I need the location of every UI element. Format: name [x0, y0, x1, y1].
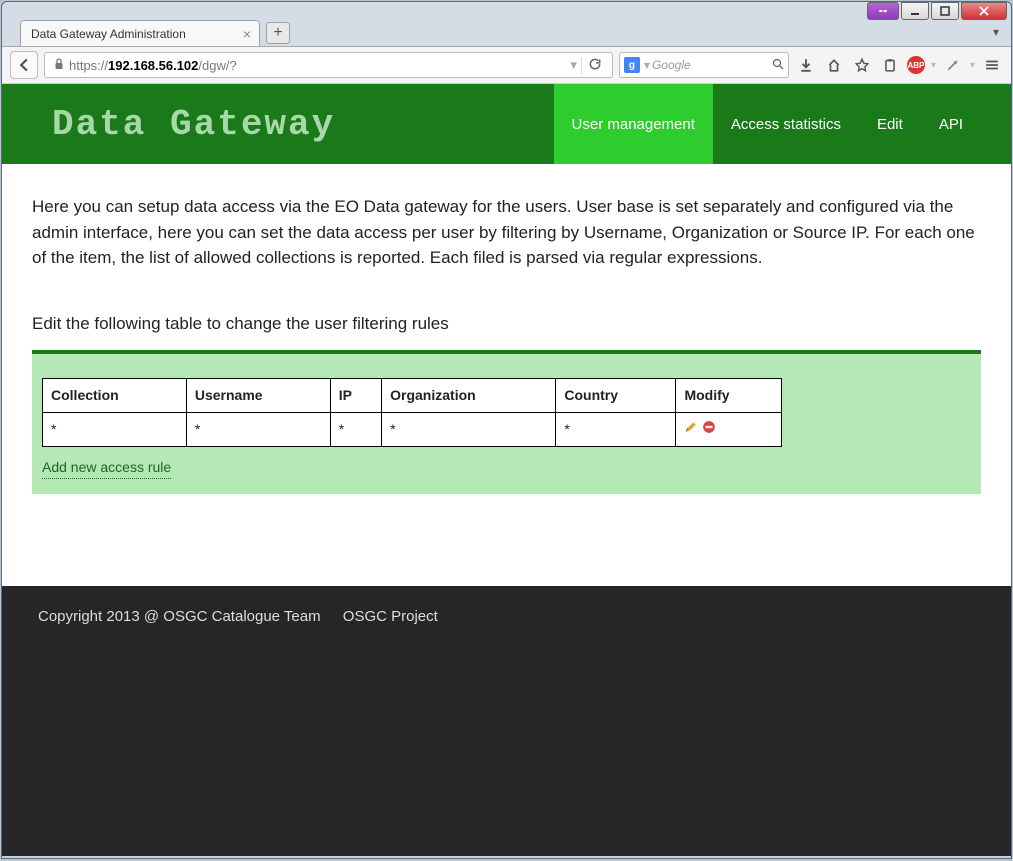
- col-ip: IP: [330, 379, 381, 413]
- cell-username: *: [186, 413, 330, 447]
- downloads-icon[interactable]: [795, 54, 817, 76]
- rules-panel: Collection Username IP Organization Coun…: [32, 350, 981, 494]
- google-icon: g: [624, 57, 640, 73]
- search-icon[interactable]: [772, 58, 784, 73]
- separator-2: ▾: [970, 60, 975, 71]
- col-collection: Collection: [43, 379, 187, 413]
- search-placeholder: Google: [652, 58, 691, 72]
- lock-icon: [53, 58, 65, 73]
- col-username: Username: [186, 379, 330, 413]
- main-content: Here you can setup data access via the E…: [2, 164, 1011, 494]
- clipboard-icon[interactable]: [879, 54, 901, 76]
- url-host: 192.168.56.102: [108, 58, 198, 73]
- wand-icon[interactable]: [942, 54, 964, 76]
- col-country: Country: [556, 379, 676, 413]
- edit-icon[interactable]: [684, 419, 698, 440]
- col-organization: Organization: [382, 379, 556, 413]
- tab-strip: Data Gateway Administration × + ▾: [2, 18, 1011, 46]
- tab-title: Data Gateway Administration: [31, 27, 186, 41]
- footer-project-link[interactable]: OSGC Project: [343, 608, 438, 625]
- cell-country: *: [556, 413, 676, 447]
- url-scheme: https://: [69, 58, 108, 73]
- add-rule-link[interactable]: Add new access rule: [42, 457, 171, 479]
- footer-copyright: Copyright 2013 @ OSGC Catalogue Team: [38, 608, 321, 625]
- table-row: * * * * *: [43, 413, 782, 447]
- cell-collection: *: [43, 413, 187, 447]
- url-path: /dgw/?: [198, 58, 236, 73]
- cell-modify: [676, 413, 782, 447]
- cell-organization: *: [382, 413, 556, 447]
- browser-window: Data Gateway Administration × + ▾ https:…: [1, 1, 1012, 859]
- menu-icon[interactable]: [981, 54, 1003, 76]
- primary-nav: User management Access statistics Edit A…: [554, 84, 981, 164]
- reload-button[interactable]: [581, 57, 608, 74]
- adblock-icon[interactable]: ABP: [907, 56, 925, 74]
- site-header: Data Gateway User management Access stat…: [2, 84, 1011, 164]
- cell-ip: *: [330, 413, 381, 447]
- delete-icon[interactable]: [702, 419, 716, 440]
- mask-icon[interactable]: [867, 2, 899, 20]
- table-caption: Edit the following table to change the u…: [32, 311, 981, 337]
- rules-table: Collection Username IP Organization Coun…: [42, 378, 782, 447]
- separator: ▾: [931, 60, 936, 71]
- col-modify: Modify: [676, 379, 782, 413]
- site-logo: Data Gateway: [52, 104, 335, 145]
- bookmark-star-icon[interactable]: [851, 54, 873, 76]
- search-bar[interactable]: g ▾ Google: [619, 52, 789, 78]
- nav-access-statistics[interactable]: Access statistics: [713, 84, 859, 164]
- nav-user-management[interactable]: User management: [554, 84, 713, 164]
- tabs-dropdown-icon[interactable]: ▾: [993, 25, 999, 39]
- close-button[interactable]: [961, 2, 1007, 20]
- back-button[interactable]: [10, 51, 38, 79]
- nav-edit[interactable]: Edit: [859, 84, 921, 164]
- window-titlebar: [2, 2, 1011, 18]
- page-viewport: Data Gateway User management Access stat…: [2, 84, 1011, 856]
- maximize-button[interactable]: [931, 2, 959, 20]
- tab-close-icon[interactable]: ×: [243, 26, 251, 42]
- address-bar[interactable]: https:// 192.168.56.102 /dgw/? ▾: [44, 52, 613, 78]
- site-footer: Copyright 2013 @ OSGC Catalogue Team OSG…: [2, 586, 1011, 856]
- browser-tab[interactable]: Data Gateway Administration ×: [20, 20, 260, 46]
- home-icon[interactable]: [823, 54, 845, 76]
- minimize-button[interactable]: [901, 2, 929, 20]
- nav-api[interactable]: API: [921, 84, 981, 164]
- table-header-row: Collection Username IP Organization Coun…: [43, 379, 782, 413]
- url-dropdown-icon[interactable]: ▾: [566, 57, 581, 73]
- new-tab-button[interactable]: +: [266, 22, 290, 44]
- intro-text: Here you can setup data access via the E…: [32, 194, 981, 271]
- toolbar: https:// 192.168.56.102 /dgw/? ▾ g ▾ Goo…: [2, 46, 1011, 84]
